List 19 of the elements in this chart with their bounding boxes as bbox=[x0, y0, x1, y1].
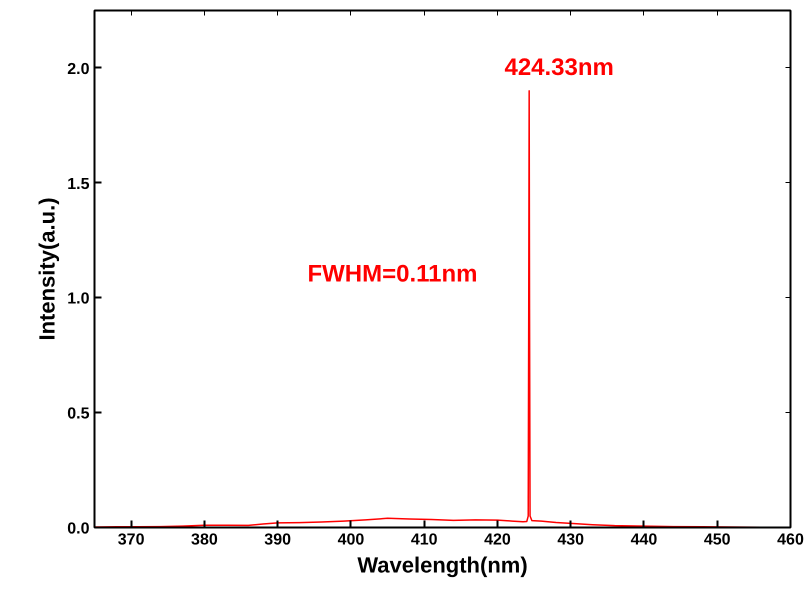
y-axis-title: Intensity(a.u.) bbox=[34, 197, 60, 341]
x-tick-label: 430 bbox=[557, 532, 584, 548]
y-tick-label: 1.5 bbox=[67, 176, 90, 193]
x-tick-label: 400 bbox=[338, 532, 364, 548]
x-tick-label: 420 bbox=[484, 532, 511, 548]
annotation: 424.33nm bbox=[504, 54, 614, 81]
y-tick-label: 0.5 bbox=[67, 406, 90, 423]
y-tick-label: 0.0 bbox=[67, 520, 90, 538]
y-tick-label: 2.0 bbox=[67, 60, 90, 78]
x-tick-label: 460 bbox=[777, 532, 804, 548]
y-tick-label: 1.0 bbox=[67, 290, 90, 308]
x-axis-title: Wavelength(nm) bbox=[357, 552, 528, 578]
x-tick-label: 380 bbox=[191, 532, 218, 548]
x-tick-label: 450 bbox=[704, 532, 731, 548]
annotation: FWHM=0.11nm bbox=[307, 260, 478, 288]
x-tick-label: 390 bbox=[264, 532, 292, 548]
x-tick-label: 370 bbox=[118, 532, 145, 548]
x-tick-label: 440 bbox=[630, 532, 658, 548]
x-tick-label: 410 bbox=[410, 532, 438, 548]
